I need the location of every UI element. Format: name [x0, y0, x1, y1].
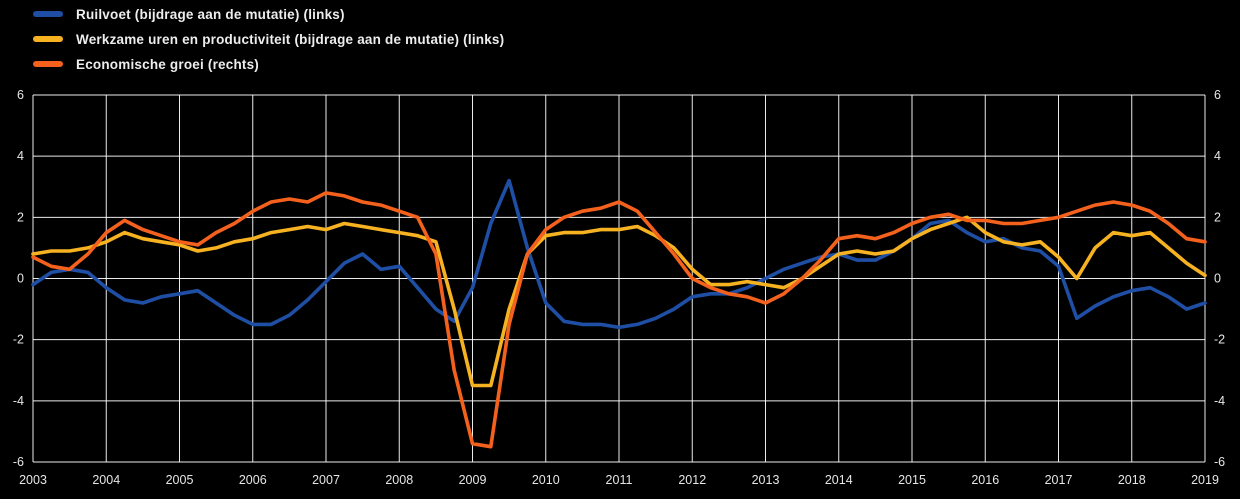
legend-swatch-yellow: [33, 36, 63, 42]
left-axis-tick-label: 0: [17, 272, 24, 286]
legend-swatch-orange: [33, 61, 63, 67]
x-axis-tick-label: 2018: [1118, 473, 1146, 487]
left-axis-tick-label: -6: [13, 455, 24, 469]
legend-label-uren-en-productiviteit: Werkzame uren en productiviteit (bijdrag…: [76, 31, 505, 47]
right-axis-tick-label: 0: [1214, 272, 1221, 286]
legend-item-uren-en-productiviteit: Werkzame uren en productiviteit (bijdrag…: [33, 30, 504, 48]
x-axis-tick-label: 2005: [166, 473, 194, 487]
x-axis-tick-label: 2019: [1191, 473, 1219, 487]
x-axis-tick-label: 2004: [92, 473, 120, 487]
right-axis-tick-label: 6: [1214, 88, 1221, 102]
x-axis-tick-label: 2015: [898, 473, 926, 487]
x-axis-tick-label: 2016: [971, 473, 999, 487]
legend-item-economische-groei: Economische groei (rechts): [33, 55, 504, 73]
left-axis-tick-label: 2: [17, 210, 24, 224]
right-axis-tick-label: 4: [1214, 149, 1221, 163]
right-axis-tick-label: -4: [1214, 394, 1225, 408]
x-axis-tick-label: 2010: [532, 473, 560, 487]
x-axis-tick-label: 2007: [312, 473, 340, 487]
x-axis-tick-label: 2014: [825, 473, 853, 487]
right-axis-tick-label: -6: [1214, 455, 1225, 469]
legend-item-ruilvoet: Ruilvoet (bijdrage aan de mutatie) (link…: [33, 5, 504, 23]
legend-label-economische-groei: Economische groei (rechts): [76, 56, 259, 72]
x-axis-tick-label: 2011: [606, 473, 633, 487]
x-axis-tick-label: 2013: [752, 473, 780, 487]
series-line-uren-en-productiviteit: [31, 215, 1207, 388]
chart-legend: Ruilvoet (bijdrage aan de mutatie) (link…: [33, 5, 504, 73]
right-axis-tick-label: -2: [1214, 333, 1225, 347]
x-axis-tick-label: 2008: [385, 473, 413, 487]
x-axis-tick-label: 2006: [239, 473, 267, 487]
left-axis-tick-label: -4: [13, 394, 24, 408]
x-axis-tick-label: 2009: [459, 473, 487, 487]
left-axis-tick-label: -2: [13, 333, 24, 347]
series-line-economische-groei: [31, 191, 1207, 449]
x-axis-tick-label: 2003: [19, 473, 47, 487]
x-axis-tick-label: 2012: [678, 473, 706, 487]
legend-label-ruilvoet: Ruilvoet (bijdrage aan de mutatie) (link…: [76, 6, 345, 22]
right-axis-tick-label: 2: [1214, 210, 1221, 224]
left-axis-tick-label: 6: [17, 88, 24, 102]
legend-swatch-blue: [33, 11, 63, 17]
left-axis-tick-label: 4: [17, 149, 24, 163]
x-axis-tick-label: 2017: [1045, 473, 1073, 487]
